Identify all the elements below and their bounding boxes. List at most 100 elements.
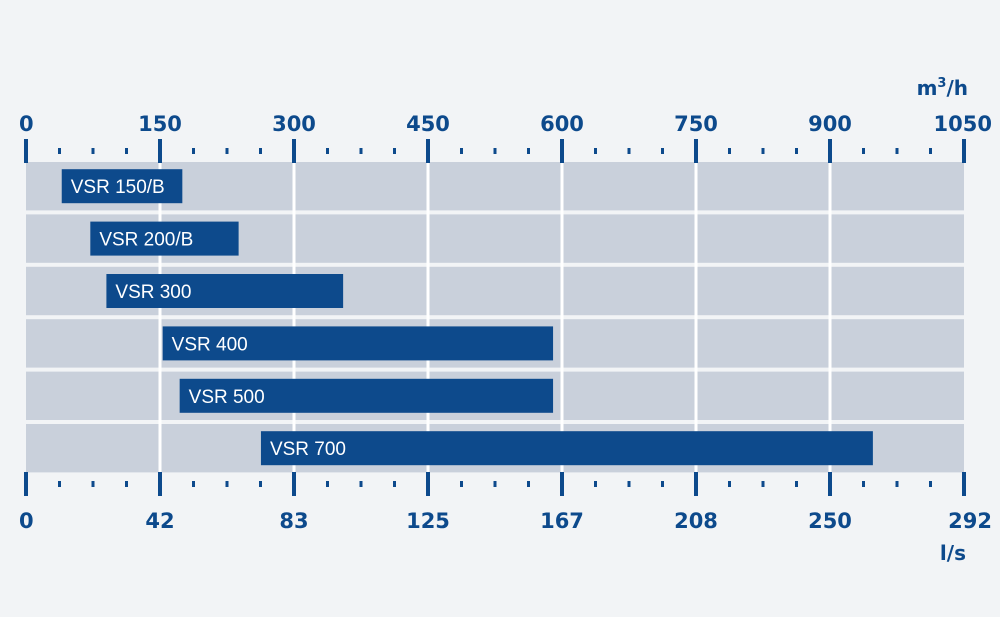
bar-label: VSR 150/B xyxy=(71,177,165,198)
bottom-axis-minor-tick xyxy=(929,481,932,487)
bottom-axis-minor-tick xyxy=(895,481,899,487)
gridline xyxy=(426,162,430,473)
bar-label: VSR 500 xyxy=(189,387,265,408)
top-axis: m3/h 0 150 300 450 600 750 900 1050 xyxy=(19,76,992,163)
top-axis-minor-tick xyxy=(460,148,463,154)
bottom-axis-minor-tick xyxy=(862,481,865,487)
bottom-axis-minor-tick xyxy=(627,481,631,487)
bar xyxy=(61,169,183,204)
bottom-axis-minor-tick xyxy=(58,481,61,487)
top-axis-minor-tick xyxy=(359,148,363,154)
top-axis-minor-tick xyxy=(862,148,865,154)
bottom-axis-major-tick xyxy=(962,472,966,496)
bottom-axis-minor-tick xyxy=(359,481,363,487)
top-axis-tick-label: 150 xyxy=(138,112,182,136)
bar xyxy=(90,221,239,256)
top-axis-minor-tick xyxy=(192,148,195,154)
bottom-axis-tick-label: 167 xyxy=(540,509,584,533)
bottom-axis-minor-tick xyxy=(594,481,597,487)
top-axis-tick-label: 600 xyxy=(540,112,584,136)
bar xyxy=(179,378,554,413)
top-axis-minor-tick xyxy=(661,148,664,154)
top-axis-minor-tick xyxy=(627,148,631,154)
bottom-axis-minor-tick xyxy=(326,481,329,487)
chart-rows xyxy=(26,162,964,473)
gridline xyxy=(828,162,832,473)
top-axis-major-tick xyxy=(426,139,430,163)
chart-bars: VSR 150/B VSR 200/B VSR 300 VSR 400 VSR 500 V… xyxy=(61,169,873,466)
top-axis-major-tick xyxy=(694,139,698,163)
bar-label: VSR 700 xyxy=(270,439,346,460)
bottom-axis-minor-tick xyxy=(125,481,128,487)
top-axis-tick-label: 1050 xyxy=(934,112,992,136)
bottom-axis-minor-tick xyxy=(91,481,95,487)
top-axis-minor-tick xyxy=(929,148,932,154)
bottom-axis-unit: l/s xyxy=(940,541,966,565)
bar xyxy=(106,274,344,308)
bottom-axis-minor-tick xyxy=(761,481,765,487)
bottom-axis-major-tick xyxy=(24,472,28,496)
top-axis-minor-tick xyxy=(527,148,530,154)
bar-label: VSR 300 xyxy=(115,282,191,303)
bar-label: VSR 400 xyxy=(172,334,248,355)
top-axis-tick-label: 450 xyxy=(406,112,450,136)
bottom-axis: l/s 0 42 83 125 167 208 250 292 xyxy=(19,472,992,565)
top-axis-minor-tick xyxy=(895,148,899,154)
bottom-axis-tick-label: 0 xyxy=(19,509,34,533)
top-axis-major-tick xyxy=(560,139,564,163)
bottom-axis-minor-tick xyxy=(460,481,463,487)
bottom-axis-major-tick xyxy=(828,472,832,496)
top-axis-minor-tick xyxy=(761,148,765,154)
gridline xyxy=(694,162,698,473)
top-axis-major-tick xyxy=(24,139,28,163)
bottom-axis-major-tick xyxy=(426,472,430,496)
top-axis-minor-tick xyxy=(225,148,229,154)
bottom-axis-minor-tick xyxy=(728,481,731,487)
bottom-axis-tick-label: 83 xyxy=(279,509,308,533)
bottom-axis-major-tick xyxy=(158,472,162,496)
bottom-axis-major-tick xyxy=(292,472,296,496)
top-axis-major-tick xyxy=(292,139,296,163)
top-axis-tick-label: 0 xyxy=(19,112,34,136)
bottom-axis-major-tick xyxy=(560,472,564,496)
bottom-axis-minor-tick xyxy=(527,481,530,487)
top-axis-tick-label: 300 xyxy=(272,112,316,136)
top-axis-minor-tick xyxy=(728,148,731,154)
top-axis-major-tick xyxy=(962,139,966,163)
gridline xyxy=(292,162,296,473)
top-axis-tick-label: 900 xyxy=(808,112,852,136)
bottom-axis-minor-tick xyxy=(493,481,497,487)
top-axis-minor-tick xyxy=(259,148,262,154)
top-axis-major-tick xyxy=(158,139,162,163)
bottom-axis-minor-tick xyxy=(795,481,798,487)
bottom-axis-minor-tick xyxy=(225,481,229,487)
top-axis-major-tick xyxy=(828,139,832,163)
top-axis-minor-tick xyxy=(493,148,497,154)
bottom-axis-tick-label: 42 xyxy=(145,509,174,533)
chart-gridlines xyxy=(158,162,832,473)
gridline xyxy=(158,162,162,473)
top-axis-unit: m3/h xyxy=(917,76,968,100)
bar xyxy=(260,431,873,466)
bottom-axis-tick-label: 125 xyxy=(406,509,450,533)
top-axis-minor-tick xyxy=(326,148,329,154)
top-axis-minor-tick xyxy=(125,148,128,154)
top-axis-tick-label: 750 xyxy=(674,112,718,136)
top-axis-minor-tick xyxy=(91,148,95,154)
top-axis-minor-tick xyxy=(795,148,798,154)
gridline xyxy=(560,162,564,473)
bottom-axis-tick-label: 292 xyxy=(948,509,992,533)
bar-label: VSR 200/B xyxy=(99,230,193,251)
bottom-axis-minor-tick xyxy=(393,481,396,487)
bottom-axis-tick-label: 250 xyxy=(808,509,852,533)
bar xyxy=(162,326,554,361)
bottom-axis-minor-tick xyxy=(192,481,195,487)
bottom-axis-minor-tick xyxy=(661,481,664,487)
top-axis-minor-tick xyxy=(58,148,61,154)
bottom-axis-major-tick xyxy=(694,472,698,496)
bottom-axis-tick-label: 208 xyxy=(674,509,718,533)
top-axis-minor-tick xyxy=(594,148,597,154)
top-axis-minor-tick xyxy=(393,148,396,154)
bottom-axis-minor-tick xyxy=(259,481,262,487)
